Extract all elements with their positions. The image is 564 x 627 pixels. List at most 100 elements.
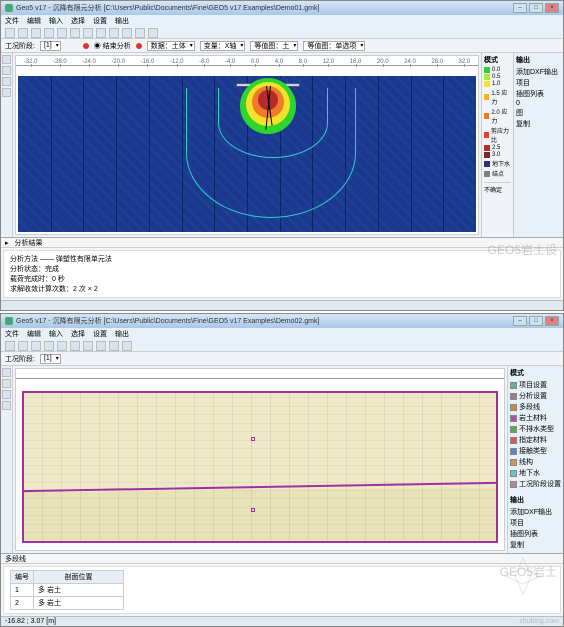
menu-input[interactable]: 输入	[49, 329, 63, 339]
table-header[interactable]: 多段线	[1, 554, 563, 564]
var-select[interactable]: 变量：X轴	[200, 41, 246, 51]
tool-btn[interactable]	[96, 28, 106, 38]
menu-settings[interactable]: 设置	[93, 329, 107, 339]
tool-btn[interactable]	[70, 28, 80, 38]
ruler-tick: 0.0	[251, 59, 259, 65]
viewtool-btn[interactable]	[2, 55, 11, 64]
tool-btn[interactable]	[96, 341, 106, 351]
maximize-button[interactable]: □	[529, 316, 543, 326]
mode-item[interactable]: 地下水	[510, 468, 561, 478]
legend-item[interactable]: 2.5	[484, 145, 511, 151]
tool-btn[interactable]	[83, 28, 93, 38]
tool-btn[interactable]	[109, 28, 119, 38]
output-item[interactable]: 项目	[516, 78, 561, 88]
tool-btn[interactable]	[57, 28, 67, 38]
output-item[interactable]: 复制	[516, 119, 561, 129]
menu-output[interactable]: 输出	[115, 16, 129, 26]
tool-btn[interactable]	[70, 341, 80, 351]
legend-item[interactable]: 2.0 应力	[484, 107, 511, 125]
mode-item[interactable]: 接触类型	[510, 446, 561, 456]
menu-settings[interactable]: 设置	[93, 16, 107, 26]
tool-btn[interactable]	[122, 341, 132, 351]
tool-btn[interactable]	[18, 28, 28, 38]
tool-btn[interactable]	[44, 28, 54, 38]
tool-btn[interactable]	[44, 341, 54, 351]
output-item[interactable]: 插图列表	[510, 529, 561, 539]
close-button[interactable]: ×	[545, 3, 559, 13]
viewport[interactable]: -32.0-28.0-24.0-20.0-16.0-12.0-8.0-4.00.…	[15, 55, 479, 235]
menu-output[interactable]: 输出	[115, 329, 129, 339]
results-text: 分析方法 —— 弹塑性有限单元法 分析状态：完成 载荷完成时：0 秒 求解收敛计…	[3, 250, 561, 298]
legend-item[interactable]: 剪应力比	[484, 126, 511, 144]
maximize-button[interactable]: □	[529, 3, 543, 13]
output-item[interactable]: 添加DXF输出	[516, 67, 561, 77]
output-item[interactable]: 复制	[510, 540, 561, 550]
polyline-table[interactable]: 编号剖面位置 1多 岩土 2多 岩土	[10, 570, 124, 610]
tool-btn[interactable]	[122, 28, 132, 38]
watermark-logo-icon	[503, 556, 543, 596]
menu-select[interactable]: 选择	[71, 16, 85, 26]
menu-file[interactable]: 文件	[5, 329, 19, 339]
viewtool-btn[interactable]	[2, 401, 11, 410]
output-header: 输出	[510, 495, 561, 505]
contour-select[interactable]: 等值图：土	[250, 41, 298, 51]
tool-btn[interactable]	[57, 341, 67, 351]
output-item[interactable]: 添加DXF输出	[510, 507, 561, 517]
menu-select[interactable]: 选择	[71, 329, 85, 339]
app-icon	[5, 4, 13, 12]
legend-item[interactable]: 3.0	[484, 152, 511, 158]
mode-item[interactable]: 分析设置	[510, 391, 561, 401]
stage-select[interactable]: [1]	[40, 354, 61, 364]
mode-item[interactable]: 不排水类型	[510, 424, 561, 434]
menu-edit[interactable]: 编辑	[27, 16, 41, 26]
tool-btn[interactable]	[5, 341, 15, 351]
viewtool-btn[interactable]	[2, 66, 11, 75]
col-index: 编号	[11, 571, 34, 584]
menu-edit[interactable]: 编辑	[27, 329, 41, 339]
tool-btn[interactable]	[148, 28, 158, 38]
output-item[interactable]: 插图列表	[516, 89, 561, 99]
soil-layer-1	[24, 393, 496, 491]
tool-btn[interactable]	[31, 28, 41, 38]
tool-btn[interactable]	[109, 341, 119, 351]
results-header[interactable]: ▸ 分析结果	[1, 238, 563, 248]
mode-item[interactable]: 岩土材料	[510, 413, 561, 423]
minimize-button[interactable]: –	[513, 3, 527, 13]
stage-select[interactable]: [1]	[40, 41, 61, 51]
legend-item[interactable]: 地下水	[484, 159, 511, 168]
close-button[interactable]: ×	[545, 316, 559, 326]
viewtool-btn[interactable]	[2, 88, 11, 97]
legend-item[interactable]: 1.5 应力	[484, 88, 511, 106]
coord-readout: -16.82 ; 3.07 [m]	[5, 618, 56, 625]
viewtool-btn[interactable]	[2, 390, 11, 399]
minimize-button[interactable]: –	[513, 316, 527, 326]
mode-item[interactable]: 多段线	[510, 402, 561, 412]
ruler-tick: 16.0	[350, 59, 362, 65]
menu-file[interactable]: 文件	[5, 16, 19, 26]
tool-btn[interactable]	[83, 341, 93, 351]
legend-item[interactable]: 0.0	[484, 67, 511, 73]
tool-btn[interactable]	[18, 341, 28, 351]
tool-btn[interactable]	[5, 28, 15, 38]
ruler-tick: 8.0	[299, 59, 307, 65]
analysis-label[interactable]: ◉ 结束分析	[94, 41, 131, 51]
legend-item[interactable]: 结点	[484, 169, 511, 178]
mode-item[interactable]: 项目设置	[510, 380, 561, 390]
menu-input[interactable]: 输入	[49, 16, 63, 26]
viewtool-btn[interactable]	[2, 379, 11, 388]
viewtool-btn[interactable]	[2, 77, 11, 86]
tool-btn[interactable]	[135, 28, 145, 38]
viewtool-btn[interactable]	[2, 368, 11, 377]
output-item[interactable]: 项目	[510, 518, 561, 528]
output-item[interactable]: 图	[516, 108, 561, 118]
legend-item[interactable]: 0.5	[484, 74, 511, 80]
mode-item[interactable]: 指定材料	[510, 435, 561, 445]
misc-select[interactable]: 等值图：单选项	[303, 41, 365, 51]
data-select[interactable]: 数据：土体	[147, 41, 195, 51]
mode-item[interactable]: 工况阶段设置	[510, 479, 561, 489]
legend-item[interactable]: 1.0	[484, 81, 511, 87]
ruler-tick: -20.0	[111, 59, 125, 65]
viewport[interactable]	[15, 368, 505, 551]
mode-item[interactable]: 线构	[510, 457, 561, 467]
tool-btn[interactable]	[31, 341, 41, 351]
